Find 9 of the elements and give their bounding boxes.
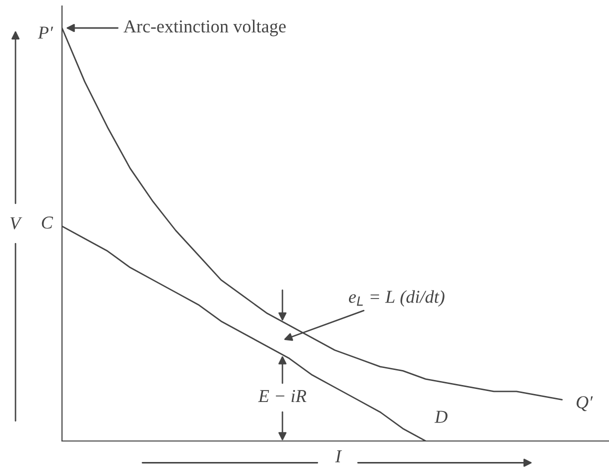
x-axis-title: I xyxy=(335,450,342,462)
annotation: Arc-extinction voltage xyxy=(124,20,286,36)
y-axis-title: V xyxy=(10,217,22,230)
annotation: D xyxy=(434,410,448,423)
annotation: P′ xyxy=(38,26,54,39)
annotation: E − iR xyxy=(258,390,306,402)
annotation: C xyxy=(42,216,54,229)
text: Q′ xyxy=(576,396,593,412)
annotation: e$_{L}$ = L (di/dt) xyxy=(348,290,444,307)
